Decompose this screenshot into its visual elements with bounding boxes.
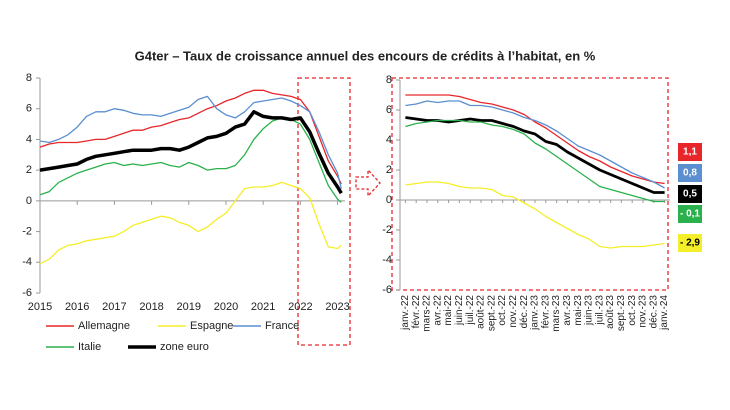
x-tick-label: juil.-22 xyxy=(465,295,476,326)
x-tick-label: août-23 xyxy=(605,295,616,329)
series-line xyxy=(405,116,665,194)
x-tick-label: nov.-23 xyxy=(638,295,649,328)
y-tick-label: 2 xyxy=(386,164,392,176)
x-tick-label: 2020 xyxy=(214,301,238,313)
x-tick-label: août-22 xyxy=(476,295,487,329)
legend-label: Espagne xyxy=(190,320,233,332)
x-tick-label: juin-22 xyxy=(454,295,465,326)
x-tick-label: nov.-22 xyxy=(508,295,519,328)
y-tick-label: 2 xyxy=(26,164,32,176)
value-label-box xyxy=(678,205,702,223)
x-tick-label: mars-23 xyxy=(551,295,562,332)
arrow xyxy=(355,168,381,198)
value-label-box xyxy=(678,234,702,252)
series-line xyxy=(405,100,665,189)
series-line xyxy=(405,181,665,249)
highlight-box xyxy=(297,77,351,346)
x-tick-label: mars-22 xyxy=(422,295,433,332)
x-tick-label: sept.-22 xyxy=(486,295,497,332)
series-line xyxy=(39,117,342,203)
series-line xyxy=(39,95,342,189)
x-tick-label: 2019 xyxy=(177,301,201,313)
x-tick-label: juin-23 xyxy=(584,295,595,326)
series-line xyxy=(39,181,342,265)
legend-label: zone euro xyxy=(160,341,209,353)
value-label-box xyxy=(678,164,702,182)
value-label-box xyxy=(678,185,702,203)
y-tick-label: -2 xyxy=(382,224,392,236)
y-tick-label: -6 xyxy=(22,287,32,299)
value-label: 0,8 xyxy=(683,168,697,179)
value-label: - 2,9 xyxy=(680,238,700,249)
series-line xyxy=(405,119,665,203)
x-tick-label: 2021 xyxy=(251,301,275,313)
x-tick-label: 2023 xyxy=(325,301,349,313)
x-tick-label: janv.-22 xyxy=(400,295,411,331)
series-line xyxy=(39,89,342,185)
x-tick-label: déc.-23 xyxy=(648,295,659,329)
y-tick-label: 6 xyxy=(386,104,392,116)
x-tick-label: janv.-23 xyxy=(530,295,541,331)
x-tick-label: mai-23 xyxy=(573,295,584,326)
x-tick-label: oct.-22 xyxy=(497,295,508,326)
series-line xyxy=(39,110,343,195)
x-tick-label: avr.-23 xyxy=(562,295,573,326)
y-tick-label: -6 xyxy=(382,284,392,296)
y-tick-label: 6 xyxy=(26,103,32,115)
x-tick-label: sept.-23 xyxy=(616,295,627,332)
x-tick-label: févr.-22 xyxy=(411,295,422,329)
x-tick-label: 2016 xyxy=(65,301,89,313)
x-tick-label: juil.-23 xyxy=(594,295,605,326)
y-tick-label: 8 xyxy=(26,72,32,84)
x-tick-label: avr.-22 xyxy=(432,295,443,326)
x-tick-label: janv.-24 xyxy=(659,295,670,331)
x-tick-label: 2017 xyxy=(102,301,126,313)
value-label: 1,1 xyxy=(683,147,697,158)
x-tick-label: 2018 xyxy=(139,301,163,313)
x-tick-label: mai-22 xyxy=(443,295,454,326)
legend-label: France xyxy=(265,320,299,332)
y-tick-label: 8 xyxy=(386,74,392,86)
legend-label: Italie xyxy=(78,341,101,353)
y-tick-label: 4 xyxy=(386,134,392,146)
y-tick-label: -4 xyxy=(382,254,392,266)
x-tick-label: 2015 xyxy=(28,301,52,313)
x-tick-label: févr.-23 xyxy=(540,295,551,329)
y-tick-label: -4 xyxy=(22,256,32,268)
value-label: 0,5 xyxy=(683,189,697,200)
highlight-box xyxy=(391,77,669,291)
value-label-box xyxy=(678,143,702,161)
y-tick-label: 0 xyxy=(26,195,32,207)
legend-label: Allemagne xyxy=(78,320,130,332)
x-tick-label: oct.-23 xyxy=(627,295,638,326)
x-tick-label: déc.-22 xyxy=(519,295,530,329)
value-label: - 0,1 xyxy=(680,209,700,220)
y-tick-label: 4 xyxy=(26,133,32,145)
y-tick-label: 0 xyxy=(386,194,392,206)
series-line xyxy=(405,94,665,185)
x-tick-label: 2022 xyxy=(288,301,312,313)
y-tick-label: -2 xyxy=(22,225,32,237)
chart-title: G4ter – Taux de croissance annuel des en… xyxy=(135,48,596,63)
